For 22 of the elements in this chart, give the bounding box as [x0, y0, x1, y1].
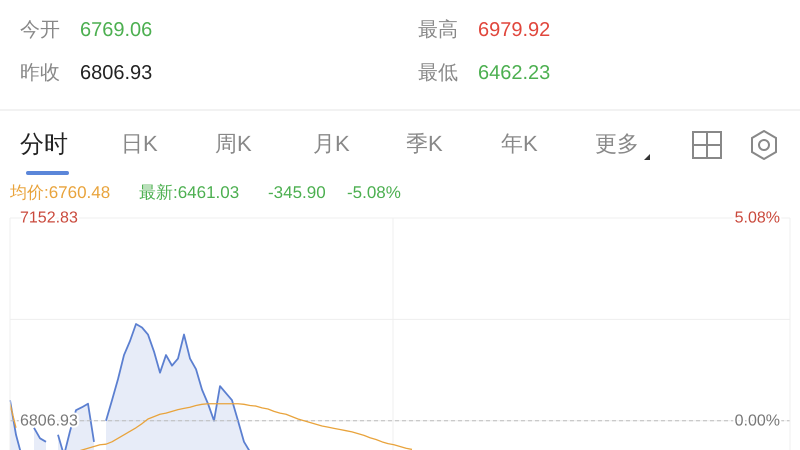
text: -345.90	[268, 183, 326, 204]
text: 年K	[501, 131, 538, 158]
text: 6462.23	[478, 61, 550, 85]
text: 分时	[20, 131, 68, 160]
text: -5.08%	[347, 183, 401, 204]
text: 6769.06	[80, 18, 152, 42]
y-tick-label: 7152.83	[20, 210, 78, 226]
text: 月K	[313, 131, 350, 158]
y2-tick-label: 5.08%	[734, 210, 780, 226]
text: 6979.92	[478, 18, 550, 42]
text: 更多	[595, 131, 639, 158]
text: 昨收	[20, 61, 60, 85]
text: 日K	[121, 131, 158, 158]
text: 最高	[418, 18, 458, 42]
y2-tick-label: 0.00%	[734, 412, 780, 430]
text: 周K	[215, 131, 252, 158]
text: 6806.93	[80, 61, 152, 85]
text: 均价:6760.48	[10, 183, 110, 204]
text: 今开	[20, 18, 60, 42]
text: 季K	[406, 131, 443, 158]
text: 最低	[418, 61, 458, 85]
text: 最新:6461.03	[139, 183, 240, 204]
